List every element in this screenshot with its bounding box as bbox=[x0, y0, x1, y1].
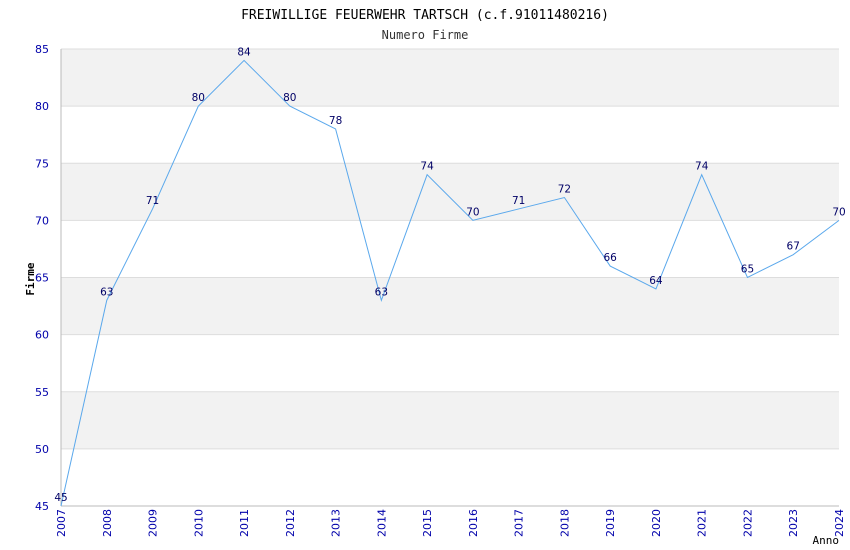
data-label-2009: 71 bbox=[146, 195, 159, 207]
chart-subtitle: Numero Firme bbox=[382, 28, 469, 42]
data-label-2010: 80 bbox=[192, 92, 205, 104]
x-tick-2018: 2018 bbox=[558, 509, 571, 537]
data-label-2007: 45 bbox=[54, 492, 67, 504]
band-50-55 bbox=[61, 391, 839, 449]
data-label-2024: 70 bbox=[832, 206, 845, 218]
x-tick-2022: 2022 bbox=[741, 509, 754, 537]
y-tick-75: 75 bbox=[35, 157, 49, 170]
band-60-65 bbox=[61, 277, 839, 335]
x-tick-2010: 2010 bbox=[192, 509, 205, 537]
data-labels: 45 63 71 80 84 80 78 63 74 70 71 72 66 64 74 65 67 70 bbox=[54, 46, 845, 504]
y-axis-label: Firme bbox=[24, 262, 37, 295]
y-tick-65: 65 bbox=[35, 272, 49, 285]
x-tick-2013: 2013 bbox=[330, 509, 343, 537]
x-tick-2011: 2011 bbox=[238, 509, 251, 537]
y-tick-80: 80 bbox=[35, 100, 49, 113]
data-label-2018: 72 bbox=[558, 184, 571, 196]
data-label-2020: 64 bbox=[649, 275, 663, 287]
series-line bbox=[60, 59, 840, 507]
x-tick-2014: 2014 bbox=[375, 509, 388, 537]
y-tick-45: 45 bbox=[35, 500, 49, 513]
data-label-2016: 70 bbox=[466, 206, 479, 218]
chart-title: FREIWILLIGE FEUERWEHR TARTSCH (c.f.91011… bbox=[241, 8, 609, 23]
band-80-85 bbox=[61, 49, 839, 107]
y-tick-60: 60 bbox=[35, 329, 49, 342]
band-65-70 bbox=[61, 220, 839, 278]
x-tick-2024: 2024 bbox=[833, 509, 846, 537]
data-label-2011: 84 bbox=[237, 46, 251, 58]
x-tick-2008: 2008 bbox=[101, 509, 114, 537]
y-tick-50: 50 bbox=[35, 443, 49, 456]
x-tick-2020: 2020 bbox=[650, 509, 663, 537]
y-tick-labels: 45 50 55 60 65 70 75 80 85 bbox=[35, 43, 49, 513]
band-70-75 bbox=[61, 163, 839, 221]
y-tick-70: 70 bbox=[35, 214, 49, 227]
data-label-2015: 74 bbox=[420, 161, 434, 173]
data-label-2008: 63 bbox=[100, 286, 113, 298]
data-label-2021: 74 bbox=[695, 161, 709, 173]
band-55-60 bbox=[61, 334, 839, 392]
x-tick-2017: 2017 bbox=[513, 509, 526, 537]
x-tick-2015: 2015 bbox=[421, 509, 434, 537]
data-label-2014: 63 bbox=[375, 286, 388, 298]
data-label-2013: 78 bbox=[329, 115, 342, 127]
x-tick-2016: 2016 bbox=[467, 509, 480, 537]
x-tick-2009: 2009 bbox=[147, 509, 160, 537]
band-45-50 bbox=[61, 448, 839, 506]
data-label-2012: 80 bbox=[283, 92, 296, 104]
x-tick-2019: 2019 bbox=[604, 509, 617, 537]
x-tick-2023: 2023 bbox=[787, 509, 800, 537]
data-label-2017: 71 bbox=[512, 195, 525, 207]
data-label-2019: 66 bbox=[603, 252, 617, 264]
data-label-2023: 67 bbox=[787, 241, 800, 253]
x-tick-2007: 2007 bbox=[55, 509, 68, 537]
x-tick-labels: 2007 2008 2009 2010 2011 2012 2013 2014 2015 2016… bbox=[55, 509, 846, 537]
x-tick-2012: 2012 bbox=[284, 509, 297, 537]
band-75-80 bbox=[61, 106, 839, 164]
y-tick-55: 55 bbox=[35, 386, 49, 399]
x-axis-label: Anno bbox=[813, 534, 840, 547]
data-label-2022: 65 bbox=[741, 264, 754, 276]
x-tick-2021: 2021 bbox=[696, 509, 709, 537]
y-tick-85: 85 bbox=[35, 43, 49, 56]
